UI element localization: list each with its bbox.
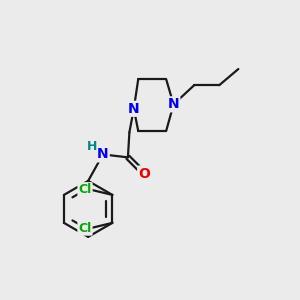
Text: N: N <box>168 98 179 111</box>
Text: Cl: Cl <box>78 222 92 235</box>
Text: Cl: Cl <box>78 183 92 196</box>
Text: H: H <box>86 140 97 153</box>
Text: N: N <box>128 102 140 116</box>
Text: N: N <box>97 147 109 161</box>
Text: O: O <box>138 167 150 181</box>
